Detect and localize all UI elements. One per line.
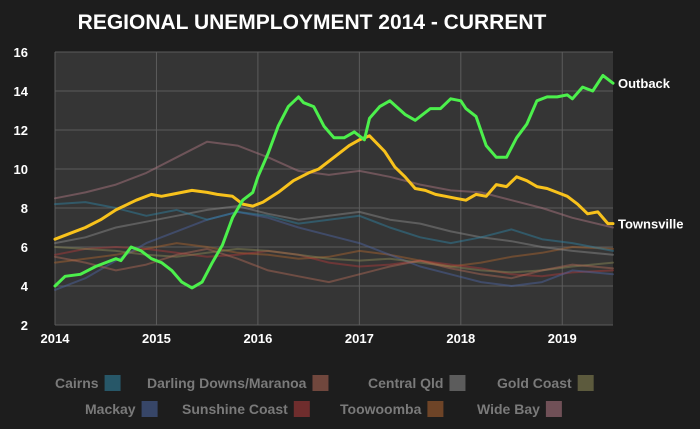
series-line-townsville (53, 134, 615, 241)
legend-swatch (141, 401, 158, 417)
y-tick-label: 10 (14, 162, 28, 177)
legend-label: Mackay (85, 401, 136, 417)
grid-lines (54, 51, 613, 326)
series-line-wide-bay (54, 140, 614, 229)
series-lines (53, 73, 615, 291)
legend-label: Sunshine Coast (182, 401, 288, 417)
legend-item: Toowoomba (340, 401, 444, 417)
y-tick-label: 4 (21, 279, 29, 294)
series-end-labels: Outback Townsville (618, 76, 684, 231)
legend-item: Cairns (55, 375, 121, 391)
legend-item: Central Qld (368, 375, 466, 391)
series-line-outback (53, 73, 615, 290)
legend-item: Gold Coast (497, 375, 594, 391)
legend-item: Sunshine Coast (182, 401, 310, 417)
legend: Cairns Darling Downs/Maranoa Central Qld Go… (55, 375, 594, 417)
x-axis-ticks: 2014 2015 2016 2017 2018 2019 (41, 331, 577, 346)
end-label-outback: Outback (618, 76, 671, 91)
legend-label: Wide Bay (477, 401, 540, 417)
x-tick-label: 2017 (345, 331, 374, 346)
legend-label: Toowoomba (340, 401, 422, 417)
legend-swatch (104, 375, 121, 391)
plot-background (55, 52, 613, 325)
y-tick-label: 14 (14, 84, 29, 99)
y-tick-label: 6 (21, 240, 28, 255)
legend-swatch (577, 375, 594, 391)
legend-item: Mackay (85, 401, 158, 417)
legend-label: Gold Coast (497, 375, 572, 391)
legend-swatch (449, 375, 466, 391)
y-tick-label: 12 (14, 123, 28, 138)
series-line-sunshine-coast (54, 246, 614, 278)
series-line-central-qld (54, 205, 614, 256)
series-line-darling-downs-maranoa (54, 247, 614, 284)
x-tick-label: 2018 (446, 331, 475, 346)
y-tick-label: 8 (21, 201, 28, 216)
legend-swatch (545, 401, 562, 417)
legend-label: Darling Downs/Maranoa (147, 375, 307, 391)
legend-swatch (293, 401, 310, 417)
legend-label: Cairns (55, 375, 99, 391)
x-tick-label: 2015 (142, 331, 171, 346)
series-line-mackay (54, 210, 614, 291)
series-line-cairns (54, 201, 614, 252)
y-tick-label: 2 (21, 318, 28, 333)
legend-swatch (312, 375, 329, 391)
x-tick-label: 2014 (41, 331, 71, 346)
y-axis-ticks: 2 4 6 8 10 12 14 16 (14, 45, 29, 333)
chart-title: REGIONAL UNEMPLOYMENT 2014 - CURRENT (78, 11, 547, 34)
y-tick-label: 16 (14, 45, 28, 60)
legend-label: Central Qld (368, 375, 443, 391)
legend-item: Wide Bay (477, 401, 562, 417)
series-line-toowoomba (54, 242, 614, 268)
x-tick-label: 2019 (548, 331, 577, 346)
legend-swatch (427, 401, 444, 417)
end-label-townsville: Townsville (618, 217, 684, 232)
legend-item: Darling Downs/Maranoa (147, 375, 329, 391)
x-tick-label: 2016 (243, 331, 272, 346)
